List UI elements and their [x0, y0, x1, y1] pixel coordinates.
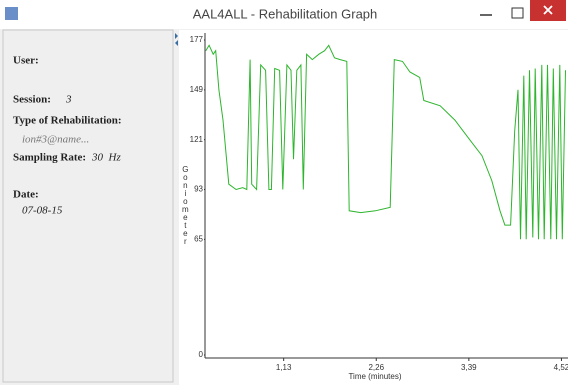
- type-label: Type of Rehabilitation:: [13, 115, 122, 127]
- session-value: 3: [65, 94, 72, 106]
- rate-value: 30 Hz: [91, 152, 121, 164]
- user-label: User:: [13, 55, 39, 67]
- app-icon: [5, 7, 18, 20]
- y-tick-label: 177: [190, 35, 204, 44]
- window-title: AAL4ALL - Rehabilitation Graph: [193, 6, 378, 21]
- app-window: AAL4ALL - Rehabilitation Graph User: Ses…: [0, 0, 568, 385]
- y-tick-label: 0: [199, 350, 204, 359]
- x-tick-label: 3,39: [461, 363, 477, 372]
- x-tick-label: 4,52: [554, 363, 568, 372]
- x-tick-label: 2,26: [368, 363, 384, 372]
- y-tick-label: 149: [190, 85, 204, 94]
- type-value: ion#3@name...: [22, 134, 89, 146]
- chart-area: [179, 30, 568, 385]
- x-tick-label: 1,13: [276, 363, 292, 372]
- y-axis-label: Goniometer: [181, 165, 190, 245]
- y-tick-label: 93: [194, 185, 203, 194]
- date-label: Date:: [13, 189, 39, 201]
- rate-label: Sampling Rate:: [13, 152, 86, 164]
- x-axis-label: Time (minutes): [348, 372, 401, 381]
- y-tick-label: 121: [190, 135, 204, 144]
- page: {"window": {"title": "AAL4ALL - Rehabili…: [0, 0, 568, 385]
- date-value: 07-08-15: [22, 205, 63, 217]
- session-label: Session:: [13, 94, 51, 106]
- y-tick-label: 65: [194, 234, 203, 243]
